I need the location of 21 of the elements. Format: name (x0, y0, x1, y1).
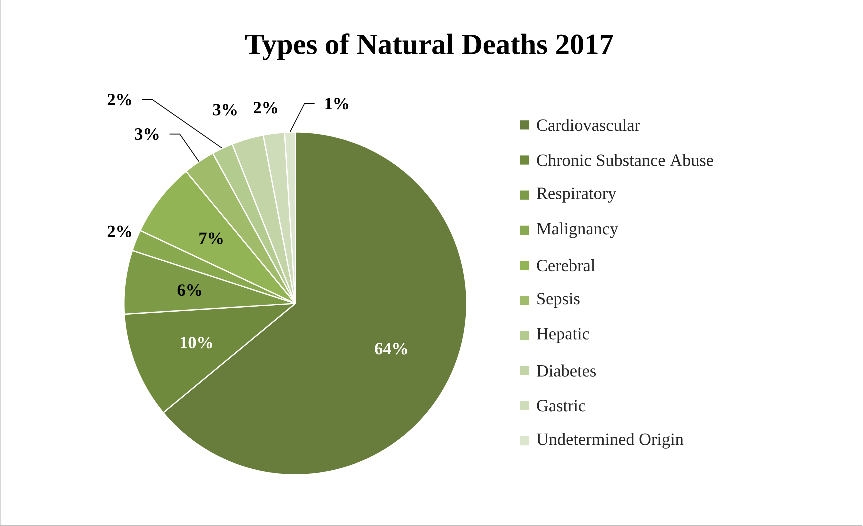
data-label: 1% (326, 98, 348, 110)
data-label: 2% (254, 102, 278, 114)
data-label: 3% (213, 104, 237, 116)
data-label: 6% (178, 284, 202, 296)
legend-label: Malignancy (537, 222, 619, 238)
legend-label: Chronic Substance Abuse (537, 154, 714, 166)
data-label: 10% (180, 336, 212, 349)
legend-label: Undetermined Origin (536, 433, 684, 449)
legend-label: Gastric (537, 400, 586, 412)
data-label: 64% (375, 343, 408, 355)
legend-label: Cerebral (537, 259, 596, 272)
legend-label: Hepatic (537, 328, 590, 344)
data-label: 3% (135, 128, 159, 140)
data-label: 2% (108, 226, 132, 238)
legend-label: Respiratory (537, 188, 617, 203)
legend-label: Sepsis (538, 293, 580, 308)
legend-label: Diabetes (537, 364, 596, 377)
data-label: 2% (108, 94, 132, 106)
chart-title: Types of Natural Deaths 2017 (245, 33, 614, 60)
data-label: 7% (200, 232, 223, 244)
legend-label: Cardiovascular (537, 119, 640, 132)
